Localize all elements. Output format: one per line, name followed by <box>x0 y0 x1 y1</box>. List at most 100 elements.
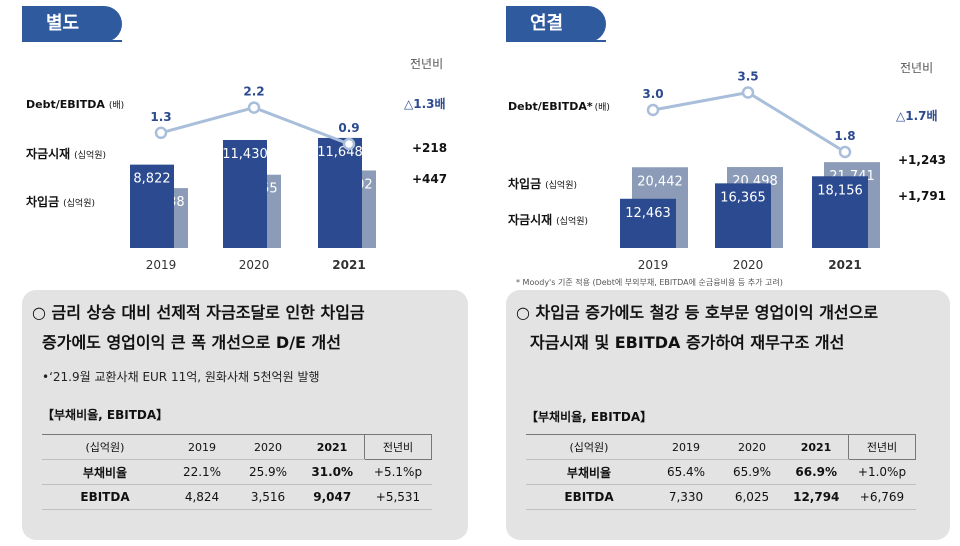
headline-line1: ○ 차입금 증가에도 철강 등 호부문 영업이익 개선으로 <box>516 303 879 322</box>
line-value-label: 0.9 <box>338 121 359 135</box>
line-value-label: 3.0 <box>642 87 663 101</box>
data-label: 8,822 <box>133 172 170 187</box>
x-tick-label: 2020 <box>239 258 270 272</box>
cash-label: 자금시재 (십억원) <box>26 146 106 161</box>
yoy-header: 전년비 <box>900 61 933 75</box>
cell: 9,047 <box>300 484 365 510</box>
col-2021: 2021 <box>300 434 365 460</box>
summary-box: ○ 차입금 증가에도 철강 등 호부문 영업이익 개선으로 자금시재 및 EBI… <box>506 290 950 540</box>
x-tick-label: 2019 <box>146 258 177 272</box>
data-label: 18,156 <box>817 183 863 198</box>
bar-자금시재-2021 <box>318 137 362 248</box>
ratio-change: △1.7배 <box>896 108 938 123</box>
table-row: 부채비율 22.1% 25.9% 31.0% +5.1%p <box>42 459 432 485</box>
cell: 65.9% <box>720 459 784 485</box>
tab-standalone[interactable]: 별도 <box>22 6 122 42</box>
line-value-label: 1.3 <box>150 110 171 124</box>
cash-change: +218 <box>412 141 447 155</box>
data-label: 20,442 <box>637 174 683 189</box>
data-label: 11,648 <box>317 145 363 160</box>
financial-table: (십억원) 2019 2020 2021 전년비 부채비율 22.1% 25.9… <box>42 434 432 510</box>
cell: +1.0%p <box>848 459 916 485</box>
financial-table: (십억원) 2019 2020 2021 전년비 부채비율 65.4% 65.9… <box>526 434 916 510</box>
data-label: 12,463 <box>625 206 671 221</box>
moodys-note: * Moody's 기준 적용 (Debt에 부외부채, EBITDA에 순금융… <box>516 278 783 287</box>
ratio-label-text: Debt/EBITDA* <box>508 100 593 113</box>
line-point <box>247 101 261 114</box>
table-row: 부채비율 65.4% 65.9% 66.9% +1.0%p <box>526 459 916 485</box>
line-value-label: 2.2 <box>243 85 264 99</box>
standalone-chart: 전년비 Debt/EBITDA (배) 자금시재 (십억원) 차입금 (십억원) △1… <box>26 57 447 272</box>
ratio-label-text: Debt/EBITDA <box>26 98 105 111</box>
cell: 25.9% <box>236 459 300 485</box>
line-point <box>154 126 168 140</box>
summary-box: ○ 금리 상승 대비 선제적 자금조달로 인한 차입금 증가에도 영업이익 큰 … <box>22 290 468 540</box>
row-label: EBITDA <box>42 484 168 510</box>
ratio-label-unit: (배) <box>595 102 610 113</box>
cell: 12,794 <box>784 484 849 510</box>
line-point <box>741 86 755 99</box>
table-title: 【부채비율, EBITDA】 <box>42 408 169 422</box>
bar-자금시재-2020 <box>715 183 771 248</box>
table-row: EBITDA 7,330 6,025 12,794 +6,769 <box>526 484 916 510</box>
cell: +5,531 <box>364 484 432 510</box>
bullet-note: •‘21.9월 교환사채 EUR 11억, 원화사채 5천억원 발행 <box>42 370 320 384</box>
col-2020: 2020 <box>720 434 784 460</box>
x-tick-label: 2021 <box>828 258 861 272</box>
cell: +5.1%p <box>364 459 432 485</box>
consolidated-panel: 연결 전년비 Debt/EBITDA* (배) 차입금 (십억원) 자금시재 (십억원… <box>490 0 960 546</box>
tab-underline <box>22 40 122 42</box>
debt-change: +1,243 <box>898 153 946 167</box>
table-header-row: (십억원) 2019 2020 2021 전년비 <box>42 434 432 460</box>
debt-label-unit: (십억원) <box>545 179 577 191</box>
col-2020: 2020 <box>236 434 300 460</box>
cell: 31.0% <box>300 459 365 485</box>
col-2019: 2019 <box>652 434 720 460</box>
col-yoy: 전년비 <box>364 434 432 460</box>
tab-consolidated[interactable]: 연결 <box>506 6 606 42</box>
col-unit: (십억원) <box>42 434 168 460</box>
line-debt-ebitda <box>652 90 846 154</box>
cell: 66.9% <box>784 459 849 485</box>
row-label: 부채비율 <box>526 459 652 485</box>
yoy-header: 전년비 <box>410 57 443 71</box>
table-header-row: (십억원) 2019 2020 2021 전년비 <box>526 434 916 460</box>
col-2021: 2021 <box>784 434 849 460</box>
headline-line2: 증가에도 영업이익 큰 폭 개선으로 D/E 개선 <box>42 333 341 352</box>
line-value-label: 3.5 <box>737 70 758 84</box>
debt-label-unit: (십억원) <box>63 197 95 209</box>
col-yoy: 전년비 <box>848 434 916 460</box>
debt-label: 차입금 (십억원) <box>508 176 577 191</box>
cash-label-unit: (십억원) <box>74 149 106 161</box>
cell: 3,516 <box>236 484 300 510</box>
x-tick-label: 2020 <box>733 258 764 272</box>
cash-label-unit: (십억원) <box>556 215 588 227</box>
debt-label-text: 차입금 <box>26 194 59 209</box>
x-tick-label: 2021 <box>332 258 365 272</box>
cash-label: 자금시재 (십억원) <box>508 212 588 227</box>
cell: 6,025 <box>720 484 784 510</box>
bar-자금시재-2021 <box>812 176 868 248</box>
debt-label: 차입금 (십억원) <box>26 194 95 209</box>
line-point <box>838 145 852 159</box>
ratio-change: △1.3배 <box>404 96 446 111</box>
cell: 65.4% <box>652 459 720 485</box>
headline-line2: 자금시재 및 EBITDA 증가하여 재무구조 개선 <box>530 333 845 352</box>
data-label: 11,430 <box>222 147 268 162</box>
col-unit: (십억원) <box>526 434 652 460</box>
cash-label-text: 자금시재 <box>26 146 70 161</box>
tab-underline <box>506 40 606 42</box>
cell: +6,769 <box>848 484 916 510</box>
x-tick-label: 2019 <box>638 258 669 272</box>
table-row: EBITDA 4,824 3,516 9,047 +5,531 <box>42 484 432 510</box>
row-label: EBITDA <box>526 484 652 510</box>
line-point <box>342 137 356 151</box>
ratio-label: Debt/EBITDA (배) <box>26 98 124 111</box>
bar-자금시재-2019 <box>130 164 174 248</box>
consolidated-chart: 전년비 Debt/EBITDA* (배) 차입금 (십억원) 자금시재 (십억원) △… <box>508 61 946 272</box>
col-2019: 2019 <box>168 434 236 460</box>
table-title: 【부채비율, EBITDA】 <box>526 410 653 424</box>
ratio-label-unit: (배) <box>109 100 124 111</box>
cell: 7,330 <box>652 484 720 510</box>
row-label: 부채비율 <box>42 459 168 485</box>
